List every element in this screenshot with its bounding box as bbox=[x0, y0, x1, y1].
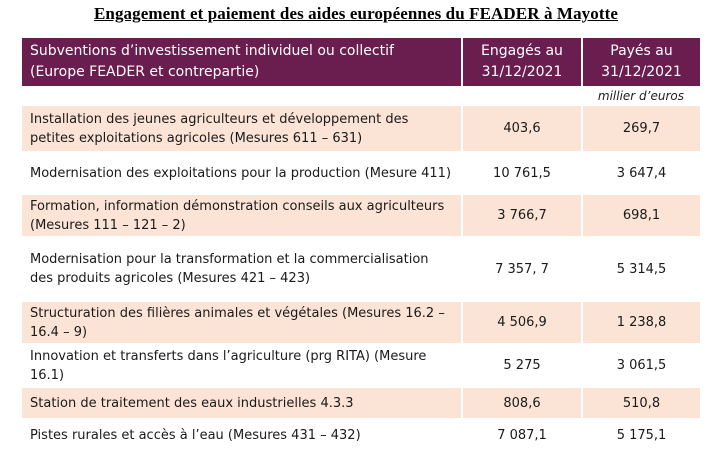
row-label: Innovation et transferts dans l’agricult… bbox=[22, 344, 462, 388]
row-paid: 5 314,5 bbox=[581, 237, 700, 302]
row-label: Modernisation pour la transformation et … bbox=[22, 237, 462, 302]
row-paid: 3 647,4 bbox=[581, 152, 700, 195]
row-paid: 698,1 bbox=[581, 194, 700, 238]
feader-table: Subventions d’investissement individuel … bbox=[22, 38, 700, 452]
table-row: Formation, information démonstration con… bbox=[22, 194, 700, 238]
unit-label: millier d’euros bbox=[22, 86, 700, 106]
header-engaged: Engagés au 31/12/2021 bbox=[461, 38, 582, 86]
table-row: Modernisation des exploitations pour la … bbox=[22, 152, 700, 195]
row-paid: 269,7 bbox=[581, 106, 700, 153]
row-engaged: 4 506,9 bbox=[461, 301, 582, 345]
row-engaged: 3 766,7 bbox=[461, 194, 582, 238]
row-engaged: 10 761,5 bbox=[461, 152, 582, 195]
table-header: Subventions d’investissement individuel … bbox=[22, 38, 700, 86]
row-paid: 510,8 bbox=[581, 387, 700, 420]
row-engaged: 808,6 bbox=[461, 387, 582, 420]
table-row: Pistes rurales et accès à l’eau (Mesures… bbox=[22, 419, 700, 452]
table-row: Modernisation pour la transformation et … bbox=[22, 237, 700, 302]
row-label: Structuration des filières animales et v… bbox=[22, 301, 462, 345]
table-row: Installation des jeunes agriculteurs et … bbox=[22, 106, 700, 153]
row-engaged: 5 275 bbox=[461, 344, 582, 388]
row-engaged: 403,6 bbox=[461, 106, 582, 153]
header-subsidies: Subventions d’investissement individuel … bbox=[22, 38, 462, 86]
row-label: Modernisation des exploitations pour la … bbox=[22, 152, 462, 195]
row-label: Formation, information démonstration con… bbox=[22, 194, 462, 238]
row-paid: 5 175,1 bbox=[581, 419, 700, 452]
row-engaged: 7 087,1 bbox=[461, 419, 582, 452]
unit-row: millier d’euros bbox=[22, 86, 700, 106]
row-label: Installation des jeunes agriculteurs et … bbox=[22, 106, 462, 153]
table-row: Station de traitement des eaux industrie… bbox=[22, 387, 700, 420]
row-label: Pistes rurales et accès à l’eau (Mesures… bbox=[22, 419, 462, 452]
table-row: Innovation et transferts dans l’agricult… bbox=[22, 344, 700, 388]
table-row: Structuration des filières animales et v… bbox=[22, 301, 700, 345]
header-paid: Payés au 31/12/2021 bbox=[581, 38, 700, 86]
row-engaged: 7 357, 7 bbox=[461, 237, 582, 302]
row-paid: 1 238,8 bbox=[581, 301, 700, 345]
row-paid: 3 061,5 bbox=[581, 344, 700, 388]
document-title: Engagement et paiement des aides europée… bbox=[93, 4, 619, 23]
row-label: Station de traitement des eaux industrie… bbox=[22, 387, 462, 420]
